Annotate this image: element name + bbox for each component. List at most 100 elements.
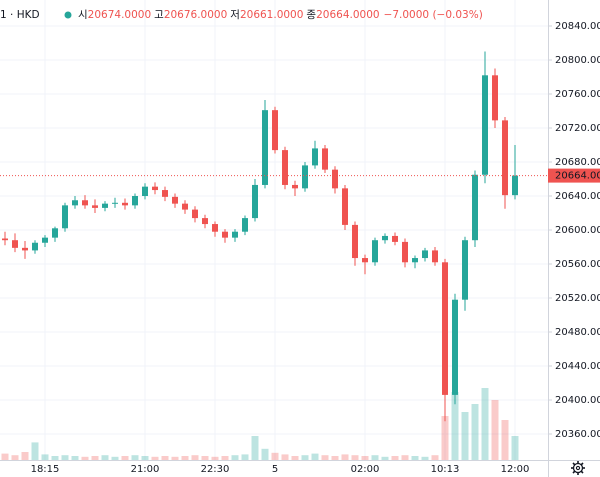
y-tick-label: 20720.0000 <box>555 123 600 134</box>
volume-bar <box>131 455 139 460</box>
volume-bar <box>321 455 329 460</box>
volume-bar <box>491 400 499 460</box>
volume-bar <box>391 456 399 460</box>
volume-bar <box>411 456 419 460</box>
candle-body <box>342 188 348 225</box>
x-tick-label: 18:15 <box>31 464 60 475</box>
candle-body <box>102 203 108 208</box>
x-tick-label: 10:13 <box>431 464 460 475</box>
candle-body <box>222 231 228 238</box>
candle-body <box>492 75 498 121</box>
candle-body <box>122 202 128 206</box>
volume-bar <box>41 454 49 460</box>
volume-bar <box>471 404 479 460</box>
status-dot <box>64 11 72 19</box>
y-tick-label: 20680.0000 <box>555 157 600 168</box>
candles <box>2 51 518 422</box>
settings-button[interactable] <box>571 461 585 475</box>
candle-body <box>202 218 208 225</box>
y-tick-label: 20640.0000 <box>555 191 600 202</box>
x-tick-label: 22:30 <box>201 464 230 475</box>
candle-body <box>192 209 198 219</box>
ohlc-legend: 시20674.0000 고20676.0000 저20661.0000 종20664.… <box>78 9 483 21</box>
volume-bar <box>401 455 409 460</box>
grid <box>0 0 548 460</box>
ohlc-label: 고 <box>154 9 164 21</box>
volume-bar <box>171 456 179 460</box>
candle-body <box>112 202 118 204</box>
volume-bar <box>51 456 59 460</box>
volume-bar <box>1 453 9 460</box>
candle-body <box>322 148 328 170</box>
candle-body <box>182 203 188 210</box>
legend-header: 1 · HKD <box>0 9 40 21</box>
candle-body <box>82 200 88 206</box>
volume-bar <box>271 452 279 460</box>
y-tick-label: 20440.0000 <box>555 361 600 372</box>
candle-body <box>392 235 398 242</box>
volume-bar <box>421 456 429 460</box>
volume-bar <box>381 456 389 460</box>
candle-body <box>332 169 338 189</box>
y-tick-label: 20480.0000 <box>555 327 600 338</box>
change: −7.0000 (−0.03%) <box>384 9 483 21</box>
candle-body <box>72 200 78 206</box>
candle-body <box>442 262 448 395</box>
candle-body <box>302 165 308 189</box>
volume-bar <box>291 456 299 460</box>
volume-bar <box>251 436 259 460</box>
volume-pane <box>1 388 519 460</box>
volume-bar <box>141 456 149 460</box>
candle-body <box>92 205 98 208</box>
x-tick-label: 02:00 <box>351 464 380 475</box>
volume-bar <box>101 455 109 460</box>
candle-body <box>282 150 288 185</box>
candle-body <box>252 184 258 219</box>
volume-bar <box>511 436 519 460</box>
candle-body <box>312 148 318 166</box>
y-tick-label: 20400.0000 <box>555 395 600 406</box>
candle-body <box>482 75 488 175</box>
volume-bar <box>201 456 209 460</box>
candle-body <box>472 174 478 241</box>
candle-body <box>212 224 218 232</box>
x-tick-label: 12:00 <box>501 464 530 475</box>
y-tick-label: 20520.0000 <box>555 293 600 304</box>
candle-body <box>12 240 18 248</box>
volume-bar <box>91 456 99 460</box>
candle-body <box>272 110 278 151</box>
volume-bar <box>301 455 309 460</box>
y-tick-label: 20800.0000 <box>555 55 600 66</box>
candle-body <box>162 190 168 197</box>
candle-body <box>372 240 378 263</box>
candle-body <box>512 175 518 196</box>
candle-body <box>422 250 428 259</box>
candle-body <box>382 235 388 241</box>
volume-bar <box>191 455 199 460</box>
volume-bar <box>481 388 489 460</box>
candle-body <box>242 218 248 232</box>
candle-body <box>152 186 158 191</box>
volume-bar <box>371 455 379 460</box>
volume-bar <box>261 448 269 460</box>
volume-bar <box>121 456 129 460</box>
volume-bar <box>451 392 459 460</box>
ohlc-label: 종 <box>306 9 316 21</box>
volume-bar <box>161 456 169 460</box>
volume-bar <box>111 456 119 460</box>
candle-body <box>62 205 68 229</box>
symbol: 1 · HKD <box>0 9 40 21</box>
ohlc-label: 시 <box>78 9 88 21</box>
x-tick-label: 5 <box>272 464 278 475</box>
candle-body <box>172 196 178 204</box>
last-price-box <box>548 168 600 183</box>
candle-body <box>22 247 28 251</box>
volume-bar <box>151 456 159 460</box>
candle-body <box>232 231 238 238</box>
candle-body <box>452 299 458 395</box>
y-tick-label: 20600.0000 <box>555 225 600 236</box>
candle-body <box>352 224 358 259</box>
volume-bar <box>341 454 349 460</box>
